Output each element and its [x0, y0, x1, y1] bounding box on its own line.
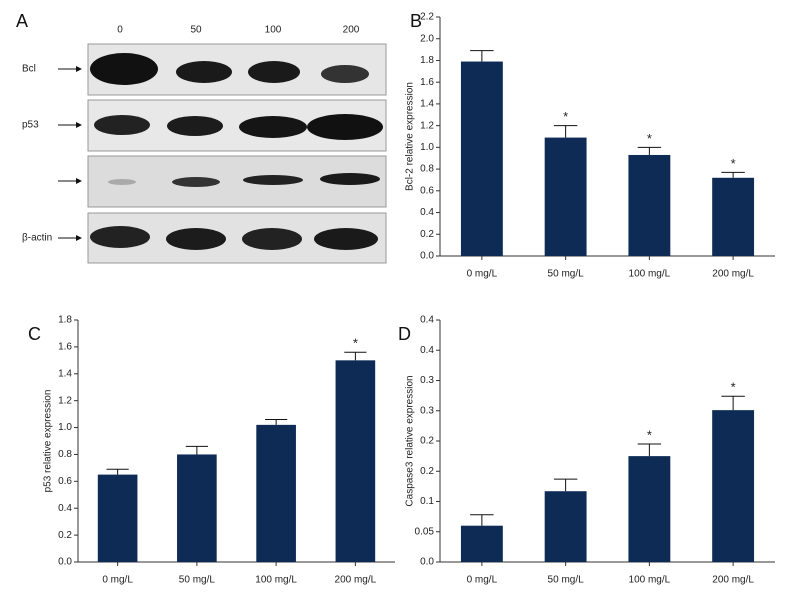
bar	[712, 410, 755, 562]
y-tick-label: 1.6	[420, 77, 434, 88]
y-tick-label: 0.2	[420, 436, 434, 447]
y-tick-label: 0.4	[420, 345, 434, 356]
y-tick-label: 0.6	[420, 185, 434, 196]
panel-letter: D	[398, 324, 411, 344]
y-tick-label: 0.3	[420, 405, 434, 416]
x-tick-label: 200 mg/L	[712, 269, 754, 280]
x-tick-label: 100 mg/L	[629, 269, 671, 280]
band	[94, 115, 150, 135]
band	[108, 179, 136, 185]
x-tick-label: 100 mg/L	[629, 575, 671, 586]
significance-mark: *	[731, 380, 736, 395]
band	[248, 61, 300, 83]
y-tick-label: 1.4	[58, 368, 72, 379]
bar	[544, 491, 587, 562]
y-tick-label: 0.4	[58, 503, 72, 514]
bar	[460, 61, 503, 256]
y-tick-label: 1.2	[420, 120, 434, 131]
arrow-head	[76, 178, 82, 184]
arrow-head	[76, 122, 82, 128]
y-tick-label: 0.05	[415, 526, 435, 537]
bar	[97, 474, 138, 562]
x-tick-label: 0 mg/L	[102, 575, 133, 586]
x-tick-label: 200 mg/L	[712, 575, 754, 586]
bar	[544, 137, 587, 256]
x-tick-label: 50 mg/L	[548, 575, 585, 586]
significance-mark: *	[647, 131, 652, 146]
y-tick-label: 2.0	[420, 33, 434, 44]
y-tick-label: 0.0	[58, 557, 72, 568]
column-label: 100	[265, 25, 282, 36]
band	[320, 173, 380, 185]
band	[242, 228, 302, 250]
y-tick-label: 1.8	[420, 55, 434, 66]
y-tick-label: 0.2	[58, 530, 72, 541]
y-tick-label: 1.2	[58, 395, 72, 406]
column-label: 200	[343, 25, 360, 36]
bar	[177, 454, 217, 562]
band	[307, 114, 383, 140]
row-label: p53	[22, 120, 39, 131]
y-tick-label: 0.4	[420, 207, 434, 218]
band	[172, 177, 220, 187]
y-tick-label: 0.2	[420, 229, 434, 240]
arrow-head	[76, 66, 82, 72]
y-tick-label: 1.8	[58, 315, 72, 326]
y-tick-label: 0.6	[58, 476, 72, 487]
band	[314, 228, 378, 250]
y-tick-label: 0.3	[420, 375, 434, 386]
panel-letter: B	[410, 11, 422, 31]
x-tick-label: 200 mg/L	[335, 575, 377, 586]
x-tick-label: 0 mg/L	[467, 269, 498, 280]
significance-mark: *	[647, 427, 652, 442]
column-label: 50	[190, 25, 202, 36]
y-tick-label: 0.1	[420, 496, 434, 507]
bar	[460, 525, 503, 562]
bar	[335, 360, 376, 562]
bar	[256, 424, 296, 562]
panel-letter: C	[28, 324, 41, 344]
significance-mark: *	[563, 109, 568, 124]
y-axis-label: Caspase3 relative expression	[405, 375, 416, 506]
bar	[628, 456, 671, 562]
y-tick-label: 1.0	[420, 142, 434, 153]
y-tick-label: 0.2	[420, 466, 434, 477]
y-tick-label: 1.6	[58, 342, 72, 353]
band	[321, 65, 369, 83]
band	[176, 61, 232, 83]
x-tick-label: 50 mg/L	[179, 575, 216, 586]
arrow-head	[76, 235, 82, 241]
row-label: Bcl	[22, 64, 36, 75]
y-tick-label: 1.0	[58, 422, 72, 433]
row-label: β-actin	[22, 233, 52, 244]
band	[167, 116, 223, 136]
band	[243, 175, 303, 185]
band	[166, 228, 226, 250]
bar	[628, 154, 671, 256]
bar	[712, 177, 755, 256]
y-tick-label: 1.4	[420, 99, 434, 110]
y-tick-label: 0.4	[420, 315, 434, 326]
y-axis-label: Bcl-2 relative expression	[405, 82, 416, 191]
y-tick-label: 0.8	[58, 449, 72, 460]
y-tick-label: 2.2	[420, 12, 434, 23]
significance-mark: *	[353, 336, 358, 351]
y-tick-label: 0.8	[420, 164, 434, 175]
x-tick-label: 0 mg/L	[467, 575, 498, 586]
x-tick-label: 100 mg/L	[255, 575, 297, 586]
y-axis-label: p53 relative expression	[43, 390, 54, 493]
blot-panel: A 0 50 100 200	[16, 11, 387, 264]
band	[90, 53, 158, 85]
band	[90, 226, 150, 248]
significance-mark: *	[731, 156, 736, 171]
y-tick-label: 0.0	[420, 251, 434, 262]
column-label: 0	[117, 25, 123, 36]
band	[239, 116, 307, 138]
panel-letter: A	[16, 11, 28, 31]
x-tick-label: 50 mg/L	[548, 269, 585, 280]
y-tick-label: 0.0	[420, 557, 434, 568]
